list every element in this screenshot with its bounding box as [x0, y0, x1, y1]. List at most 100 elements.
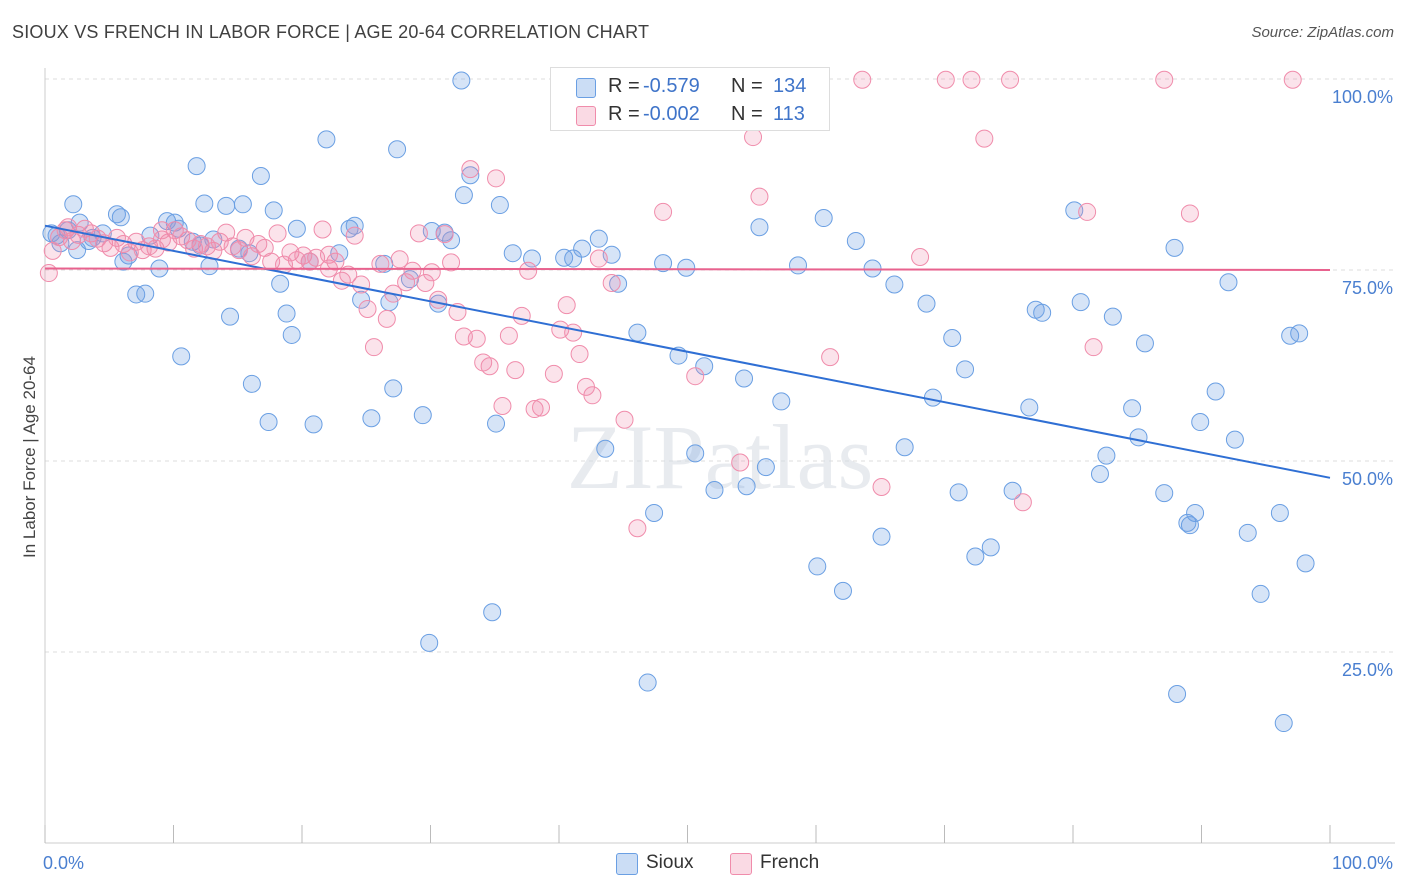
sioux-point: [943, 328, 962, 347]
sioux-point: [282, 325, 301, 344]
french-point: [480, 357, 499, 376]
french-point: [686, 367, 705, 386]
n-value: 134: [773, 75, 807, 97]
sioux-point: [200, 257, 219, 276]
sioux-point: [487, 414, 506, 433]
french-point: [313, 220, 332, 239]
french-point: [1001, 70, 1020, 89]
french-point: [1013, 493, 1032, 512]
sioux-point: [352, 290, 371, 309]
sioux-point: [304, 415, 323, 434]
r-label: R =: [608, 75, 640, 97]
french-point: [557, 296, 576, 315]
sioux-point: [413, 406, 432, 425]
french-point: [615, 410, 634, 429]
n-label: N =: [731, 103, 763, 125]
sioux-point: [388, 140, 407, 159]
y-tick-label: 50.0%: [1342, 469, 1393, 489]
sioux-point: [872, 527, 891, 546]
sioux-point: [68, 241, 87, 260]
sioux-point: [833, 581, 852, 600]
french-point: [416, 273, 435, 292]
sioux-point: [384, 379, 403, 398]
sioux-point: [221, 307, 240, 326]
trend-lines: [44, 224, 1331, 479]
data-points: [39, 70, 1315, 733]
sioux-point: [705, 481, 724, 500]
sioux-point: [628, 323, 647, 342]
french-point: [352, 275, 371, 294]
french-swatch: [576, 106, 596, 126]
sioux-point: [956, 360, 975, 379]
sioux-point: [772, 392, 791, 411]
sioux-point: [420, 633, 439, 652]
sioux-point: [564, 249, 583, 268]
r-value: -0.002: [643, 103, 700, 125]
french-point: [506, 361, 525, 380]
sioux-point: [1238, 523, 1257, 542]
y-tick-label: 100.0%: [1332, 87, 1393, 107]
french-point: [962, 70, 981, 89]
sioux-point: [454, 186, 473, 205]
sioux-point: [1168, 685, 1187, 704]
sioux-point: [271, 274, 290, 293]
grid-lines: [45, 78, 1395, 653]
sioux-point: [1155, 484, 1174, 503]
french-point: [487, 169, 506, 188]
n-value: 113: [773, 103, 805, 125]
french-point: [499, 326, 518, 345]
french-point: [1180, 204, 1199, 223]
french-point: [59, 218, 78, 237]
legend-label: French: [760, 852, 820, 873]
y-tick-label: 75.0%: [1342, 278, 1393, 298]
french-point: [326, 252, 345, 271]
french-point: [570, 345, 589, 364]
sioux-point: [490, 196, 509, 215]
sioux-point: [589, 229, 608, 248]
french-point: [1078, 202, 1097, 221]
french-point: [564, 323, 583, 342]
french-point: [409, 224, 428, 243]
sioux-point: [1065, 201, 1084, 220]
sioux-point: [609, 274, 628, 293]
french-point: [512, 306, 531, 325]
x-tick-label: 0.0%: [43, 853, 84, 873]
sioux-point: [814, 209, 833, 228]
r-value: -0.579: [643, 75, 700, 97]
sioux-point: [1071, 293, 1090, 312]
sioux-point: [523, 249, 542, 268]
french-point: [442, 253, 461, 272]
french-point: [422, 263, 441, 282]
sioux-point: [317, 130, 336, 149]
sioux-point: [1191, 413, 1210, 432]
french-point: [532, 398, 551, 417]
sioux-point: [917, 294, 936, 313]
sioux-point: [172, 347, 191, 366]
sioux-point: [64, 195, 83, 214]
sioux-point: [503, 244, 522, 263]
sioux-trend-line: [44, 224, 1331, 479]
sioux-point: [808, 557, 827, 576]
sioux-point: [1123, 399, 1142, 418]
sioux-point: [1251, 584, 1270, 603]
french-point: [519, 261, 538, 280]
r-label: R =: [608, 103, 640, 125]
sioux-point: [750, 218, 769, 237]
sioux-point: [217, 196, 236, 215]
y-axis-label: In Labor Force | Age 20-64: [20, 356, 39, 558]
sioux-point: [885, 275, 904, 294]
sioux-point: [1135, 334, 1154, 353]
french-point: [936, 70, 955, 89]
french-point: [654, 202, 673, 221]
french-point: [544, 364, 563, 383]
french-point: [461, 160, 480, 179]
sioux-point: [1129, 428, 1148, 447]
y-tick-label: 25.0%: [1342, 660, 1393, 680]
french-point: [152, 221, 171, 240]
french-point: [1283, 70, 1302, 89]
sioux-point: [1186, 503, 1205, 522]
french-point: [268, 224, 287, 243]
french-point: [358, 299, 377, 318]
sioux-point: [1033, 303, 1052, 322]
